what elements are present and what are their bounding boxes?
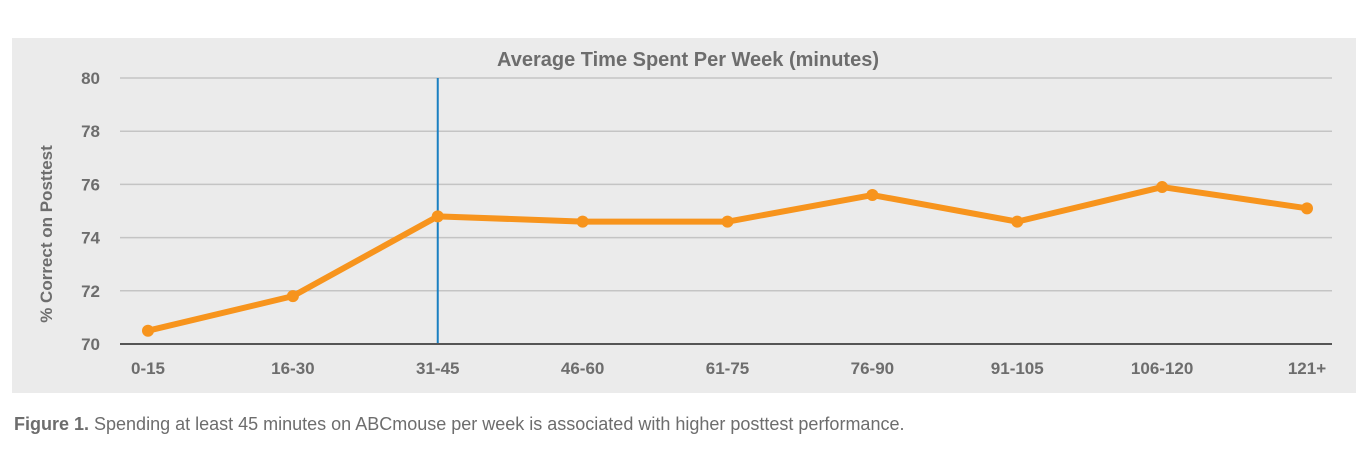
y-tick-label: 70 (81, 335, 100, 354)
x-tick-label: 76-90 (851, 359, 894, 378)
x-tick-label: 121+ (1288, 359, 1326, 378)
data-point (866, 189, 879, 202)
series-line (145, 184, 1310, 334)
data-point (576, 215, 589, 228)
x-tick-label: 16-30 (271, 359, 314, 378)
y-tick-label: 80 (81, 69, 100, 88)
y-axis-label: % Correct on Posttest (37, 145, 56, 323)
y-tick-label: 78 (81, 122, 100, 141)
chart-panel: Average Time Spent Per Week (minutes) 70… (12, 38, 1356, 393)
chart-title: Average Time Spent Per Week (minutes) (497, 49, 879, 71)
caption-label: Figure 1. (14, 414, 90, 434)
y-tick-label: 74 (81, 229, 100, 248)
x-tick-label: 0-15 (131, 359, 165, 378)
x-tick-label: 46-60 (561, 359, 604, 378)
data-point (721, 215, 734, 228)
x-tick-label: 91-105 (991, 359, 1044, 378)
figure-caption: Figure 1. Spending at least 45 minutes o… (14, 414, 904, 435)
data-point (142, 324, 154, 337)
data-point (1156, 181, 1169, 194)
y-tick-label: 72 (81, 282, 100, 301)
data-point (286, 290, 299, 303)
x-tick-label: 31-45 (416, 359, 459, 378)
data-point (1301, 202, 1313, 215)
y-tick-label: 76 (81, 175, 100, 194)
x-tick-label: 61-75 (706, 359, 749, 378)
line-chart: Average Time Spent Per Week (minutes) 70… (37, 49, 1332, 378)
data-point (1011, 215, 1024, 228)
data-point (431, 210, 444, 223)
x-tick-label: 106-120 (1131, 359, 1193, 378)
caption-text: Spending at least 45 minutes on ABCmouse… (89, 414, 905, 434)
